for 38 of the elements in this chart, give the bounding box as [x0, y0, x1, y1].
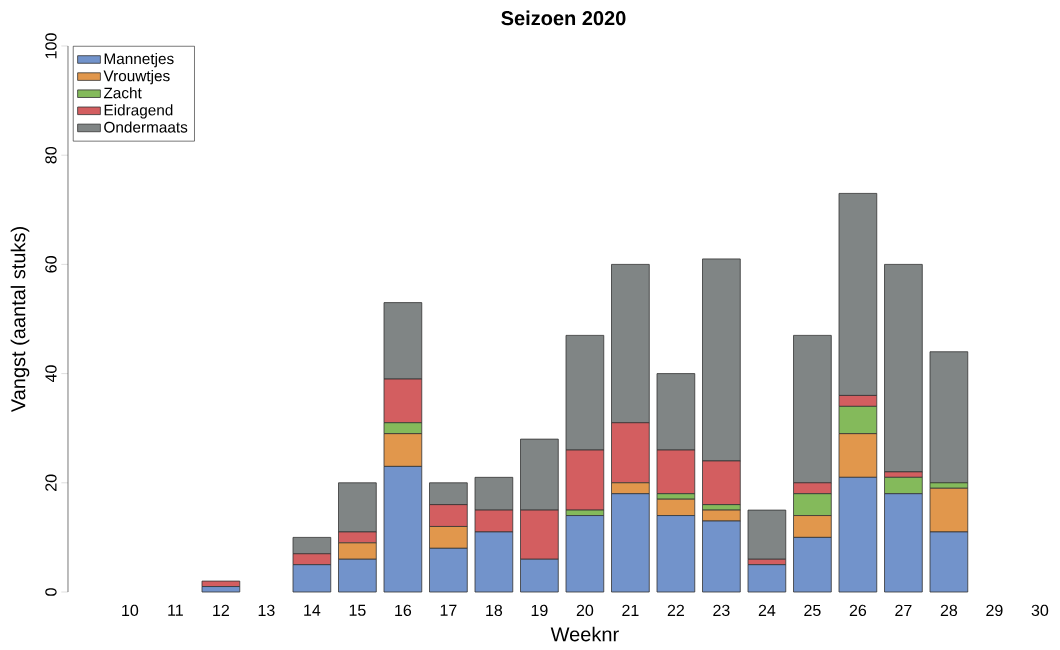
x-tick-label: 20 [576, 604, 594, 617]
x-tick-label: 19 [531, 604, 548, 617]
x-tick-label: 26 [849, 604, 867, 617]
legend-label: Mannetjes [104, 52, 174, 68]
x-tick-label: 12 [213, 604, 229, 616]
x-tick-label: 28 [940, 604, 958, 617]
bar [929, 351, 969, 484]
bar [884, 264, 923, 473]
y-tick-label: 60 [45, 256, 57, 273]
x-tick-label: 27 [895, 604, 912, 616]
y-tick-label: 20 [45, 474, 57, 491]
x-axis-title: Weeknr [550, 626, 619, 642]
x-tick-label: 18 [486, 604, 503, 617]
x-tick-label: 21 [622, 604, 639, 616]
x-tick-label: 29 [986, 604, 1003, 617]
x-tick-label: 30 [1031, 604, 1049, 617]
legend-label: Vrouwtjes [103, 70, 170, 85]
y-tick-label: 100 [45, 33, 57, 59]
legend-label: Eidragend [104, 104, 173, 119]
legend-label: Ondermaats [104, 121, 188, 133]
x-tick-label: 15 [349, 604, 366, 616]
legend-label: Zacht [103, 87, 142, 99]
x-tick-label: 16 [395, 604, 412, 617]
x-tick-label: 14 [304, 604, 321, 616]
x-tick-label: 24 [758, 604, 776, 616]
x-tick-label: 10 [122, 604, 139, 617]
y-tick-label: 0 [45, 588, 57, 596]
y-tick-label: 40 [45, 365, 57, 383]
y-tick-label: 80 [45, 146, 57, 164]
x-tick-label: 11 [168, 604, 183, 616]
y-axis-title: Vangst (aantal stuks) [10, 227, 30, 413]
chart-title: Seizoen 2020 [501, 10, 626, 26]
x-tick-label: 13 [258, 604, 275, 617]
x-tick-label: 23 [713, 604, 730, 617]
bar [747, 509, 787, 560]
x-tick-label: 17 [440, 604, 457, 616]
x-tick-label: 25 [804, 604, 821, 617]
x-tick-label: 22 [667, 604, 684, 616]
